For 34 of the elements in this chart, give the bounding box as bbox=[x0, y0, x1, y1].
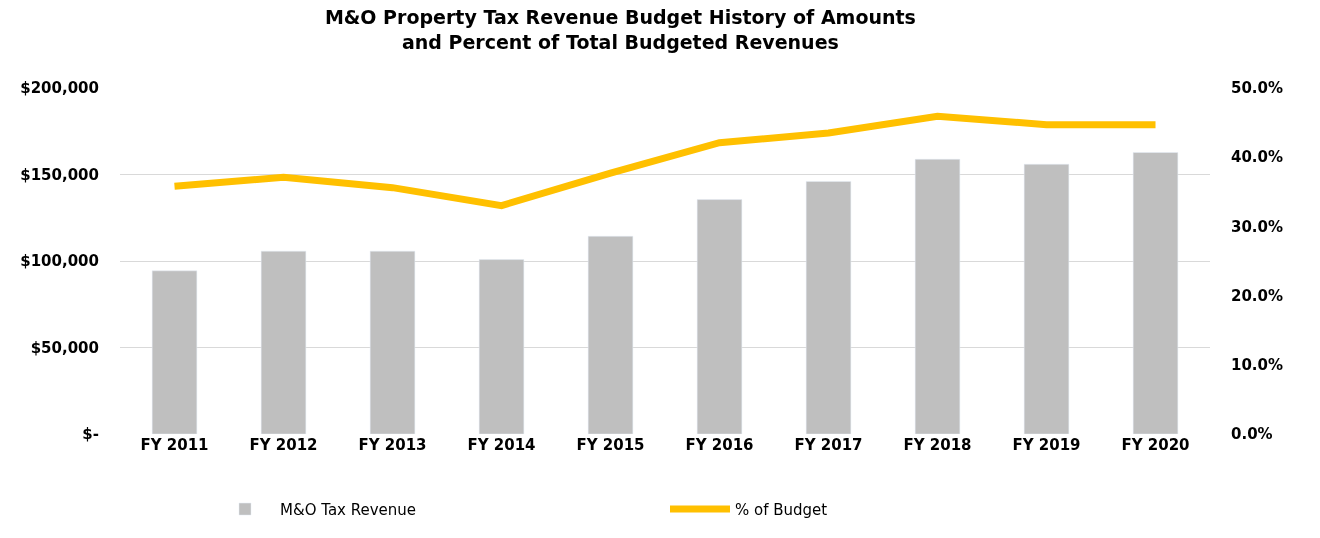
y2-tick-label: 10.0% bbox=[1231, 356, 1284, 375]
y2-tick-label: 20.0% bbox=[1231, 286, 1284, 305]
x-tick-label: FY 2016 bbox=[685, 436, 754, 454]
x-tick-label: FY 2019 bbox=[1012, 436, 1081, 454]
bar bbox=[369, 250, 416, 434]
x-tick-label: FY 2015 bbox=[576, 436, 645, 454]
y2-tick-label: 40.0% bbox=[1231, 148, 1284, 167]
x-tick-label: FY 2017 bbox=[794, 436, 863, 454]
legend-label: % of Budget bbox=[735, 500, 828, 519]
y2-tick-label: 50.0% bbox=[1231, 79, 1284, 98]
bar bbox=[696, 199, 743, 434]
x-tick-label: FY 2014 bbox=[467, 436, 536, 454]
bar bbox=[805, 181, 852, 434]
y-tick-label: $150,000 bbox=[20, 165, 99, 184]
x-tick-label: FY 2011 bbox=[140, 436, 209, 454]
bar bbox=[1023, 164, 1070, 434]
chart-title: M&O Property Tax Revenue Budget History of Amounts and Percent of Total Budgeted Revenues bbox=[324, 6, 916, 53]
x-tick-label: FY 2018 bbox=[903, 436, 972, 454]
x-tick-label: FY 2020 bbox=[1121, 436, 1190, 454]
bar bbox=[1132, 152, 1179, 434]
bar bbox=[914, 159, 961, 434]
bar bbox=[478, 259, 525, 434]
y2-tick-label: 30.0% bbox=[1231, 217, 1284, 236]
y-tick-label: $- bbox=[82, 425, 99, 444]
y-tick-label: $50,000 bbox=[30, 338, 99, 357]
bar bbox=[260, 250, 307, 434]
bar bbox=[151, 270, 198, 434]
bar bbox=[587, 236, 634, 434]
y2-tick-label: 0.0% bbox=[1231, 425, 1273, 444]
y-tick-label: $200,000 bbox=[20, 79, 99, 98]
legend-label: M&O Tax Revenue bbox=[280, 500, 417, 519]
y-tick-label: $100,000 bbox=[20, 252, 99, 271]
x-tick-label: FY 2013 bbox=[358, 436, 427, 454]
x-tick-label: FY 2012 bbox=[249, 436, 318, 454]
